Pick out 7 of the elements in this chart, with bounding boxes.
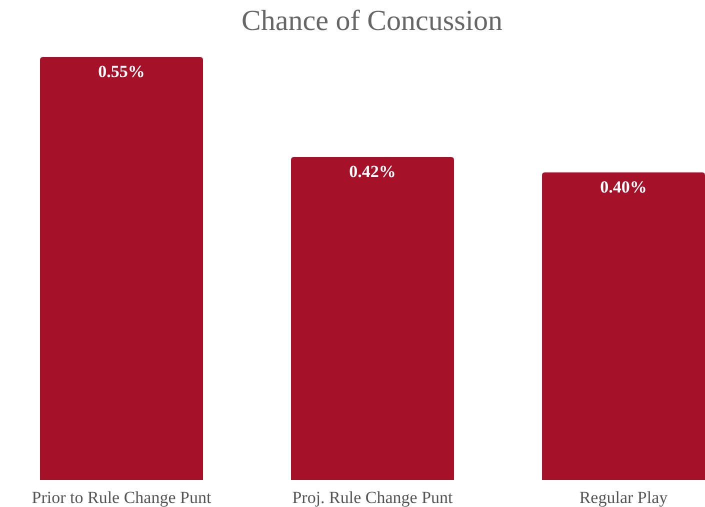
x-tick-label: Proj. Rule Change Punt [292,488,454,507]
data-label: 0.42% [349,162,396,181]
data-label: 0.40% [600,177,647,196]
chart-title: Chance of Concussion [242,5,503,37]
x-tick-label: Prior to Rule Change Punt [32,488,212,507]
x-tick-label: Regular Play [579,488,668,507]
data-label: 0.55% [98,62,145,81]
